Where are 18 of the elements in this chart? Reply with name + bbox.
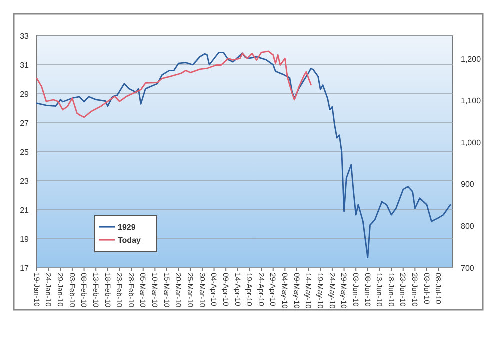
y2-tick-label: 1,100 (461, 96, 482, 106)
y-tick-label: 23 (20, 176, 30, 186)
y-tick-label: 17 (20, 264, 30, 273)
y2-tick-label: 800 (461, 222, 475, 231)
legend-label: 1929 (118, 222, 136, 232)
y-tick-label: 33 (20, 32, 30, 41)
y-tick-label: 25 (20, 148, 30, 157)
y-tick-label: 21 (20, 206, 30, 215)
y2-tick-label: 700 (461, 264, 475, 273)
y-tick-label: 29 (20, 90, 30, 99)
y-tick-label: 19 (20, 234, 30, 244)
legend-label: Today (118, 236, 142, 245)
y-tick-label: 31 (20, 60, 30, 70)
y2-tick-label: 1,000 (461, 138, 482, 148)
y-tick-label: 27 (20, 118, 30, 128)
y2-tick-label: 1,200 (461, 54, 482, 64)
line-series (36, 50, 312, 118)
y2-tick-label: 900 (461, 180, 475, 190)
